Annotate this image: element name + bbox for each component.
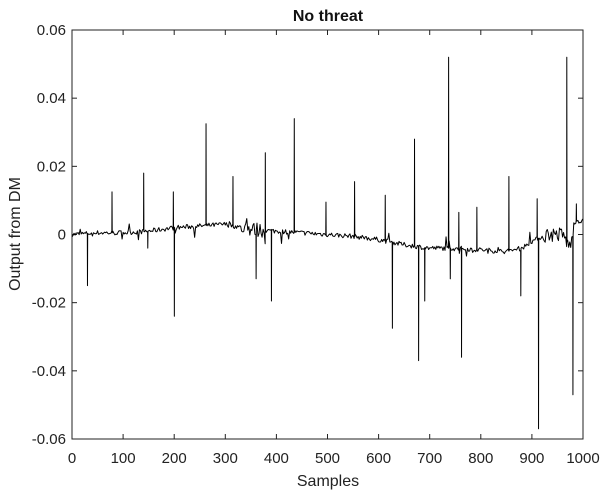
x-tick-label: 800: [468, 450, 493, 467]
x-tick-label: 400: [264, 450, 289, 467]
chart-title: No threat: [293, 8, 364, 25]
x-tick-label: 300: [213, 450, 238, 467]
x-tick-label: 700: [417, 450, 442, 467]
y-tick-label: -0.02: [32, 295, 66, 312]
y-tick-label: 0.02: [37, 158, 66, 175]
series-layer: [71, 56, 584, 430]
x-tick-label: 600: [366, 450, 391, 467]
y-axis-ticks: -0.06 -0.04 -0.02 0 0.02 0.04 0.06: [32, 22, 583, 448]
y-tick-label: 0.04: [37, 90, 66, 107]
y-tick-label: -0.04: [32, 363, 66, 380]
x-axis-ticks: 0 100 200 300 400 500 600 700 800 900 1000: [68, 30, 600, 467]
series-line: [71, 56, 584, 430]
x-tick-label: 1000: [566, 450, 599, 467]
y-tick-label: -0.06: [32, 431, 66, 448]
y-tick-label: 0: [58, 227, 66, 244]
x-tick-label: 500: [315, 450, 340, 467]
x-tick-label: 100: [111, 450, 136, 467]
x-tick-label: 0: [68, 450, 76, 467]
plot-frame: [71, 29, 584, 440]
x-axis-label: Samples: [297, 473, 359, 490]
x-tick-label: 200: [162, 450, 187, 467]
y-axis-label: Output from DM: [7, 177, 24, 291]
x-tick-label: 900: [519, 450, 544, 467]
y-tick-label: 0.06: [37, 22, 66, 39]
plot-area: -0.06 -0.04 -0.02 0 0.02 0.04 0.06 0 100 200 300 4…: [32, 22, 600, 467]
